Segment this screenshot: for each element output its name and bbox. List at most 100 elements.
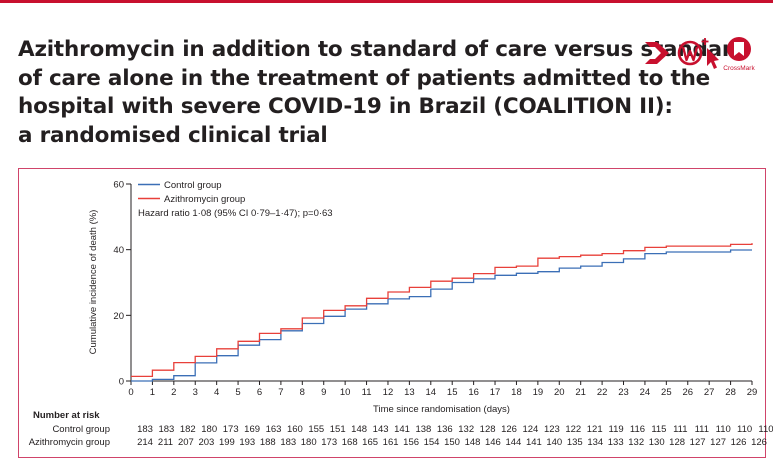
article-icons: CrossMark xyxy=(645,37,755,72)
risk-value: 121 xyxy=(587,424,603,435)
x-tick-label: 5 xyxy=(235,387,240,398)
risk-value: 116 xyxy=(630,424,645,435)
crossmark-icon[interactable]: CrossMark xyxy=(723,37,755,72)
x-tick-label: 23 xyxy=(618,387,629,398)
risk-value: 126 xyxy=(731,437,747,448)
risk-value: 119 xyxy=(609,424,624,435)
risk-value: 140 xyxy=(546,437,562,448)
risk-value: 165 xyxy=(362,437,378,448)
risk-value: 141 xyxy=(394,424,410,435)
w-icon[interactable] xyxy=(677,40,703,66)
risk-value: 138 xyxy=(415,424,431,435)
risk-value: 127 xyxy=(710,437,726,448)
x-axis-label: Time since randomisation (days) xyxy=(373,404,510,415)
legend-label-azithromycin: Azithromycin group xyxy=(164,194,245,205)
risk-value: 183 xyxy=(137,424,153,435)
x-tick-label: 15 xyxy=(447,387,458,398)
risk-value: 126 xyxy=(751,437,767,448)
risk-value: 124 xyxy=(522,424,538,435)
title-line-4: a randomised clinical trial xyxy=(18,122,328,148)
x-tick-label: 27 xyxy=(704,387,715,398)
x-tick-label: 26 xyxy=(682,387,693,398)
risk-value: 207 xyxy=(178,437,194,448)
x-tick-label: 21 xyxy=(575,387,586,398)
risk-value: 154 xyxy=(424,437,440,448)
risk-value: 110 xyxy=(737,424,752,435)
risk-value: 135 xyxy=(567,437,583,448)
x-tick-label: 2 xyxy=(171,387,176,398)
risk-table-heading: Number at risk xyxy=(33,410,100,421)
risk-value: 160 xyxy=(287,424,303,435)
x-tick-label: 19 xyxy=(533,387,544,398)
risk-value: 127 xyxy=(690,437,706,448)
risk-value: 146 xyxy=(485,437,501,448)
risk-value: 211 xyxy=(158,437,173,448)
x-tick-label: 12 xyxy=(383,387,394,398)
risk-value: 123 xyxy=(544,424,560,435)
x-tick-label: 10 xyxy=(340,387,351,398)
x-tick-label: 14 xyxy=(426,387,437,398)
risk-value: 136 xyxy=(437,424,453,435)
risk-value: 141 xyxy=(526,437,542,448)
x-tick-label: 9 xyxy=(321,387,326,398)
x-tick-label: 29 xyxy=(747,387,758,398)
risk-value: 156 xyxy=(403,437,419,448)
risk-value: 188 xyxy=(260,437,276,448)
series-line-control xyxy=(131,249,752,382)
x-tick-label: 4 xyxy=(214,387,219,398)
risk-value: 161 xyxy=(383,437,399,448)
risk-value: 180 xyxy=(301,437,317,448)
x-tick-label: 28 xyxy=(725,387,736,398)
cursor-icon[interactable] xyxy=(701,38,720,69)
risk-value: 134 xyxy=(587,437,603,448)
x-tick-label: 18 xyxy=(511,387,522,398)
x-tick-label: 17 xyxy=(490,387,501,398)
risk-value: 111 xyxy=(695,424,709,435)
risk-value: 115 xyxy=(651,424,666,435)
risk-value: 148 xyxy=(351,424,367,435)
risk-value: 150 xyxy=(444,437,460,448)
risk-value: 173 xyxy=(321,437,337,448)
risk-value: 182 xyxy=(180,424,196,435)
risk-row-label-azithromycin: Azithromycin group xyxy=(29,437,110,448)
risk-value: 122 xyxy=(565,424,581,435)
risk-value: 148 xyxy=(465,437,481,448)
risk-value: 132 xyxy=(458,424,474,435)
risk-value: 128 xyxy=(669,437,685,448)
x-tick-label: 3 xyxy=(193,387,198,398)
risk-value: 110 xyxy=(716,424,731,435)
x-tick-label: 22 xyxy=(597,387,608,398)
risk-value: 126 xyxy=(501,424,517,435)
y-axis-label: Cumulative incidence of death (%) xyxy=(88,210,99,355)
chart-legend: Control group Azithromycin group Hazard … xyxy=(138,180,333,219)
y-tick-label: 20 xyxy=(113,311,124,322)
risk-value: 193 xyxy=(239,437,255,448)
journal-top-rule xyxy=(0,0,773,3)
risk-value: 151 xyxy=(330,424,346,435)
y-tick-label: 40 xyxy=(113,245,124,256)
risk-value: 163 xyxy=(266,424,282,435)
risk-value: 183 xyxy=(158,424,174,435)
x-tick-label: 13 xyxy=(404,387,415,398)
risk-value: 128 xyxy=(480,424,496,435)
risk-value: 203 xyxy=(198,437,214,448)
x-tick-label: 0 xyxy=(128,387,133,398)
title-line-1: Azithromycin in addition to standard of … xyxy=(18,37,748,62)
risk-value: 173 xyxy=(223,424,239,435)
risk-value: 130 xyxy=(649,437,665,448)
arrow-icon[interactable] xyxy=(645,42,669,64)
risk-value: 168 xyxy=(342,437,358,448)
y-tick-label: 0 xyxy=(119,377,124,388)
hazard-ratio-annotation: Hazard ratio 1·08 (95% CI 0·79–1·47); p=… xyxy=(138,208,333,219)
risk-row-label-control: Control group xyxy=(52,424,110,435)
risk-table: Number at risk Control group Azithromyci… xyxy=(29,410,773,448)
legend-label-control: Control group xyxy=(164,180,222,191)
y-tick-label: 60 xyxy=(113,180,124,191)
risk-value: 214 xyxy=(137,437,153,448)
risk-value: 110 xyxy=(758,424,773,435)
title-line-2: of care alone in the treatment of patien… xyxy=(18,65,711,91)
risk-value: 183 xyxy=(280,437,296,448)
risk-value: 155 xyxy=(308,424,324,435)
